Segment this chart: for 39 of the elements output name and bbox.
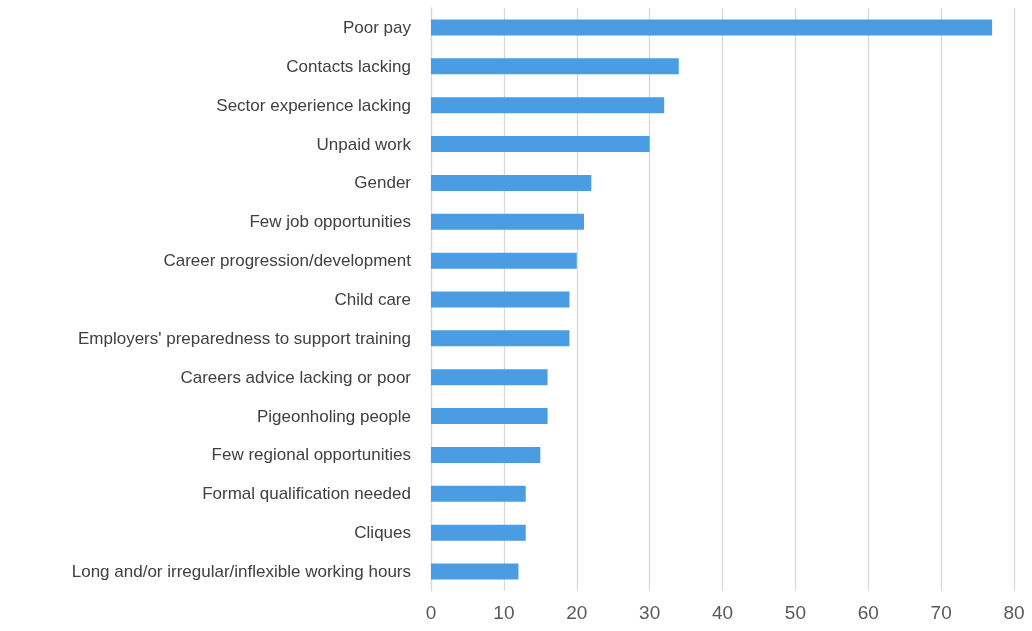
y-tick-label: Pigeonholing people [256, 406, 411, 426]
x-tick-label: 40 [711, 602, 734, 623]
y-tick-label: Careers advice lacking or poor [180, 367, 412, 387]
y-tick-label: Child care [334, 290, 411, 309]
y-tick-label: Formal qualification needed [202, 484, 411, 504]
y-tick-label: Poor pay [342, 17, 412, 37]
x-tick-label: 30 [639, 602, 661, 623]
bar [431, 19, 993, 36]
bar [431, 330, 570, 347]
x-tick-label: 70 [930, 602, 952, 623]
bar [431, 252, 577, 269]
bar [431, 524, 526, 541]
bar [431, 446, 541, 463]
bar [431, 563, 519, 580]
y-tick-label: Few job opportunities [249, 212, 411, 232]
bar [431, 369, 548, 386]
bar [431, 408, 548, 425]
y-tick-label: Contacts lacking [286, 56, 411, 76]
bar [431, 174, 592, 191]
y-tick-label: Career progression/development [163, 251, 412, 271]
x-tick-label: 60 [857, 602, 879, 623]
y-tick-label: Cliques [354, 523, 411, 543]
x-tick-label: 80 [1003, 602, 1025, 623]
bar [431, 58, 679, 75]
x-tick-label: 0 [425, 602, 437, 623]
y-tick-label: Unpaid work [316, 134, 412, 154]
x-tick-label: 10 [493, 602, 515, 623]
bar [431, 213, 585, 230]
x-tick-label: 20 [566, 602, 588, 623]
y-tick-label: Few regional opportunities [211, 445, 411, 465]
bar [431, 485, 526, 502]
y-tick-label: Sector experience lacking [216, 95, 411, 115]
x-tick-label: 50 [784, 602, 806, 623]
bar [431, 136, 650, 153]
bar [431, 291, 570, 308]
y-tick-label: Gender [354, 173, 412, 193]
y-tick-label: Long and/or irregular/inflexible working hours [71, 562, 411, 582]
y-tick-label: Employers' preparedness to support training [77, 328, 411, 348]
bar [431, 97, 665, 114]
